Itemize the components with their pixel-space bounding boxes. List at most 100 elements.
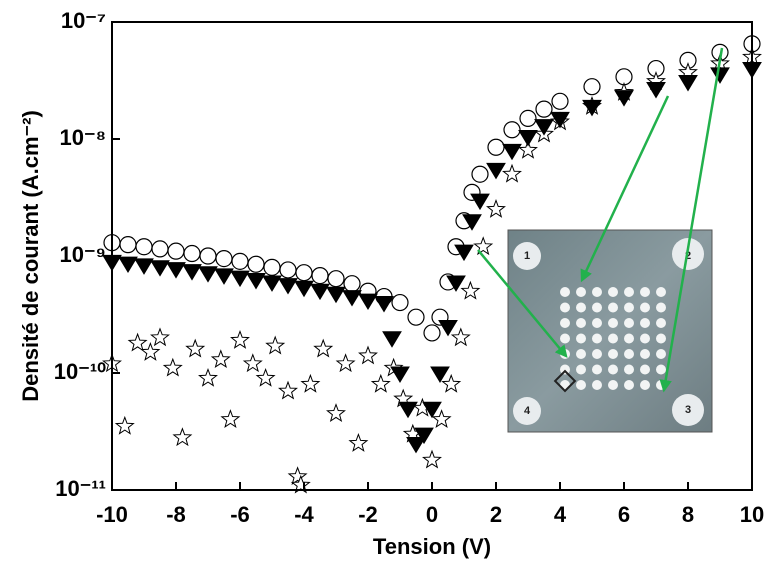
point [370,373,391,393]
pad [624,318,634,328]
point [382,331,402,348]
point [114,415,135,435]
point [220,409,241,428]
point [231,252,249,270]
point [406,436,426,454]
point [127,332,148,352]
pad [608,380,618,390]
point [450,327,471,347]
point [438,319,458,337]
pad [656,333,666,344]
pad [592,364,602,375]
pad [640,349,650,359]
point [358,345,378,365]
pad [656,318,666,328]
point [150,260,170,277]
point [119,236,137,254]
point [582,99,602,117]
point [135,238,153,256]
point [343,275,361,293]
pad [592,287,602,297]
x-tick-label: 4 [554,502,567,527]
point [198,367,218,387]
point [518,130,538,147]
pad [608,364,618,375]
point [182,264,202,281]
inset-photo: 1 2 3 4 [507,229,713,433]
y-axis-label: Densité de courant (A.cm⁻²) [18,110,43,402]
point [278,278,298,295]
point [471,165,489,183]
arrow [580,95,670,283]
point [199,247,217,265]
point [265,335,286,355]
point [550,111,570,129]
pad [592,318,602,328]
pad [624,349,634,359]
point [423,324,441,342]
pad [608,302,618,313]
pad [608,318,618,328]
x-tick-label: -10 [96,502,128,527]
pad [624,287,634,297]
point [414,427,434,445]
point [327,270,345,288]
pad [576,364,586,375]
y-tick-label: 10⁻⁸ [60,125,106,150]
pad [624,302,634,313]
arrow [659,47,724,393]
arrows [477,47,724,393]
point [118,256,138,274]
point [295,264,313,282]
point [183,244,201,263]
pad [560,318,570,328]
inset-label: 1 [524,250,530,262]
pad [608,349,618,359]
point [215,250,233,268]
point [246,272,266,290]
pad [656,287,666,297]
point [313,338,334,358]
point [678,75,698,92]
point [140,341,161,361]
pad [656,364,666,375]
pad [640,302,650,313]
point [502,143,522,161]
point [454,244,474,262]
point [486,162,506,180]
point [335,353,356,373]
corner [513,242,541,270]
pad [560,333,570,344]
pad [576,333,586,344]
point [502,163,522,183]
pad-marker [553,369,577,393]
y-tick-label: 10⁻¹¹ [55,476,106,501]
x-tick-label: 6 [618,502,630,527]
x-tick-label: 8 [682,502,694,527]
point [210,349,231,369]
pad [640,364,650,375]
point [486,198,506,218]
point [374,296,394,313]
point [150,327,170,347]
point [535,100,553,118]
point [430,366,450,383]
point [300,373,321,393]
point [247,255,265,273]
pad [592,302,602,313]
pad [560,302,570,313]
pad [592,333,602,344]
point [230,329,250,349]
point [242,353,263,373]
pad [640,287,650,297]
x-tick-label: 2 [490,502,502,527]
point [470,193,490,211]
point [473,236,494,256]
pad [576,287,586,297]
pad [608,287,618,297]
x-tick-label: -2 [358,502,378,527]
point [230,270,250,288]
point [462,214,482,231]
pad-grid [560,287,666,390]
